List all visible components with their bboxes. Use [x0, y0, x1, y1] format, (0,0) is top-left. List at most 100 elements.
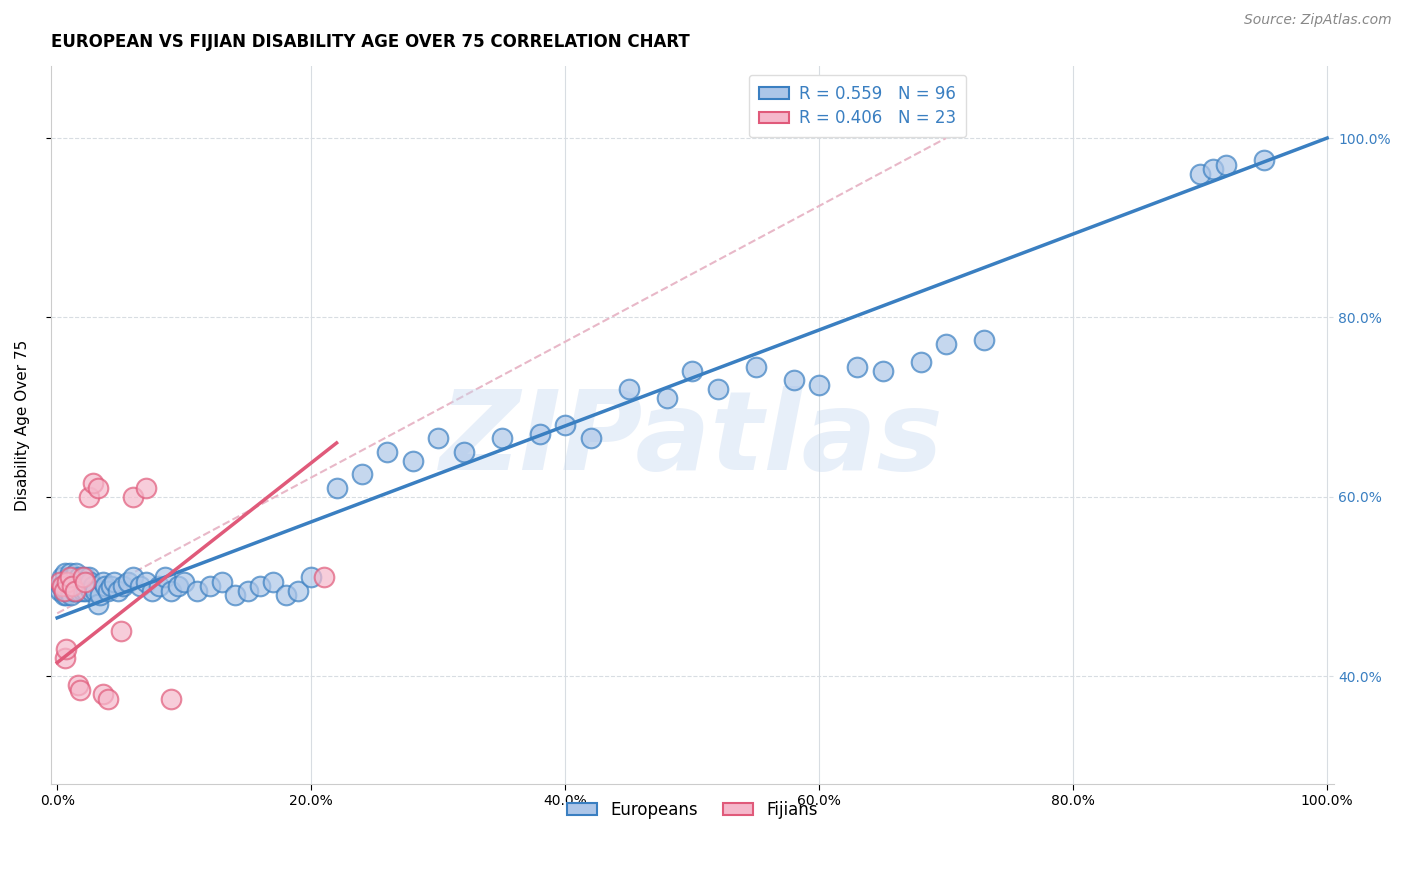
Point [52, 583, 75, 598]
Point [51, 579, 73, 593]
Point [103, 574, 125, 589]
Point [491, 432, 513, 446]
Point [82, 579, 104, 593]
Point [107, 583, 129, 598]
Point [166, 579, 188, 593]
Point [846, 359, 869, 374]
Point [53, 566, 76, 580]
Point [135, 481, 157, 495]
Point [73, 574, 96, 589]
Y-axis label: Disability Age Over 75: Disability Age Over 75 [15, 339, 30, 510]
Point [58, 570, 80, 584]
Point [62, 579, 84, 593]
Point [153, 570, 176, 584]
Legend: Europeans, Fijians: Europeans, Fijians [560, 794, 824, 826]
Point [72, 583, 94, 598]
Point [236, 583, 259, 598]
Point [66, 579, 89, 593]
Point [617, 382, 640, 396]
Point [160, 691, 183, 706]
Point [87, 598, 110, 612]
Point [67, 583, 90, 598]
Point [117, 574, 139, 589]
Point [872, 364, 894, 378]
Point [75, 570, 97, 584]
Point [287, 583, 309, 598]
Point [82, 476, 104, 491]
Point [350, 467, 373, 482]
Point [59, 570, 82, 584]
Point [66, 678, 89, 692]
Point [186, 583, 208, 598]
Point [91, 687, 114, 701]
Point [56, 574, 79, 589]
Point [325, 481, 347, 495]
Point [53, 651, 76, 665]
Point [529, 427, 551, 442]
Point [100, 579, 122, 593]
Point [65, 583, 87, 598]
Point [79, 574, 101, 589]
Point [60, 579, 83, 593]
Point [91, 574, 114, 589]
Point [706, 382, 728, 396]
Point [312, 570, 335, 584]
Point [63, 570, 86, 584]
Point [274, 588, 297, 602]
Point [60, 588, 83, 602]
Point [97, 691, 120, 706]
Point [65, 566, 87, 580]
Point [299, 570, 322, 584]
Point [49, 579, 72, 593]
Point [63, 579, 86, 593]
Point [48, 574, 70, 589]
Point [62, 583, 84, 598]
Point [70, 579, 93, 593]
Point [198, 579, 221, 593]
Point [427, 432, 450, 446]
Point [48, 583, 70, 598]
Point [53, 583, 76, 598]
Point [1189, 167, 1212, 181]
Point [122, 570, 145, 584]
Point [75, 583, 97, 598]
Point [262, 574, 284, 589]
Point [173, 574, 195, 589]
Point [62, 570, 84, 584]
Text: ZIPatlas: ZIPatlas [440, 386, 943, 493]
Point [1202, 162, 1225, 177]
Point [122, 490, 145, 504]
Point [55, 642, 77, 657]
Point [59, 566, 82, 580]
Point [55, 579, 77, 593]
Point [72, 570, 94, 584]
Point [76, 579, 98, 593]
Point [77, 570, 100, 584]
Point [62, 579, 84, 593]
Point [94, 579, 117, 593]
Point [224, 588, 246, 602]
Text: Source: ZipAtlas.com: Source: ZipAtlas.com [1244, 13, 1392, 28]
Point [808, 377, 831, 392]
Point [655, 391, 678, 405]
Point [160, 583, 183, 598]
Point [59, 583, 82, 598]
Point [56, 574, 79, 589]
Point [63, 583, 86, 598]
Point [402, 454, 425, 468]
Point [51, 570, 73, 584]
Point [579, 432, 602, 446]
Point [75, 574, 97, 589]
Point [66, 574, 89, 589]
Point [80, 583, 103, 598]
Point [249, 579, 271, 593]
Point [52, 574, 75, 589]
Point [554, 417, 576, 432]
Point [97, 583, 120, 598]
Point [1253, 153, 1275, 168]
Point [87, 481, 110, 495]
Point [681, 364, 703, 378]
Point [89, 588, 111, 602]
Point [453, 445, 475, 459]
Point [69, 574, 91, 589]
